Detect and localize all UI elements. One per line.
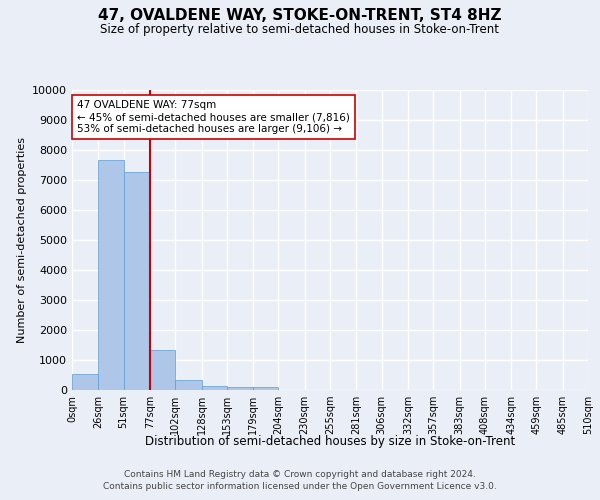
Text: Distribution of semi-detached houses by size in Stoke-on-Trent: Distribution of semi-detached houses by … bbox=[145, 435, 515, 448]
Bar bbox=[227, 386, 253, 390]
Y-axis label: Number of semi-detached properties: Number of semi-detached properties bbox=[17, 137, 26, 343]
Text: Contains public sector information licensed under the Open Government Licence v3: Contains public sector information licen… bbox=[103, 482, 497, 491]
Bar bbox=[72, 374, 98, 390]
Bar bbox=[150, 350, 175, 390]
Text: Size of property relative to semi-detached houses in Stoke-on-Trent: Size of property relative to semi-detach… bbox=[101, 22, 499, 36]
Bar bbox=[98, 160, 124, 390]
Text: 47 OVALDENE WAY: 77sqm
← 45% of semi-detached houses are smaller (7,816)
53% of : 47 OVALDENE WAY: 77sqm ← 45% of semi-det… bbox=[77, 100, 350, 134]
Text: Contains HM Land Registry data © Crown copyright and database right 2024.: Contains HM Land Registry data © Crown c… bbox=[124, 470, 476, 479]
Bar bbox=[175, 380, 202, 390]
Bar bbox=[124, 172, 150, 390]
Text: 47, OVALDENE WAY, STOKE-ON-TRENT, ST4 8HZ: 47, OVALDENE WAY, STOKE-ON-TRENT, ST4 8H… bbox=[98, 8, 502, 22]
Bar bbox=[253, 388, 278, 390]
Bar bbox=[202, 386, 227, 390]
